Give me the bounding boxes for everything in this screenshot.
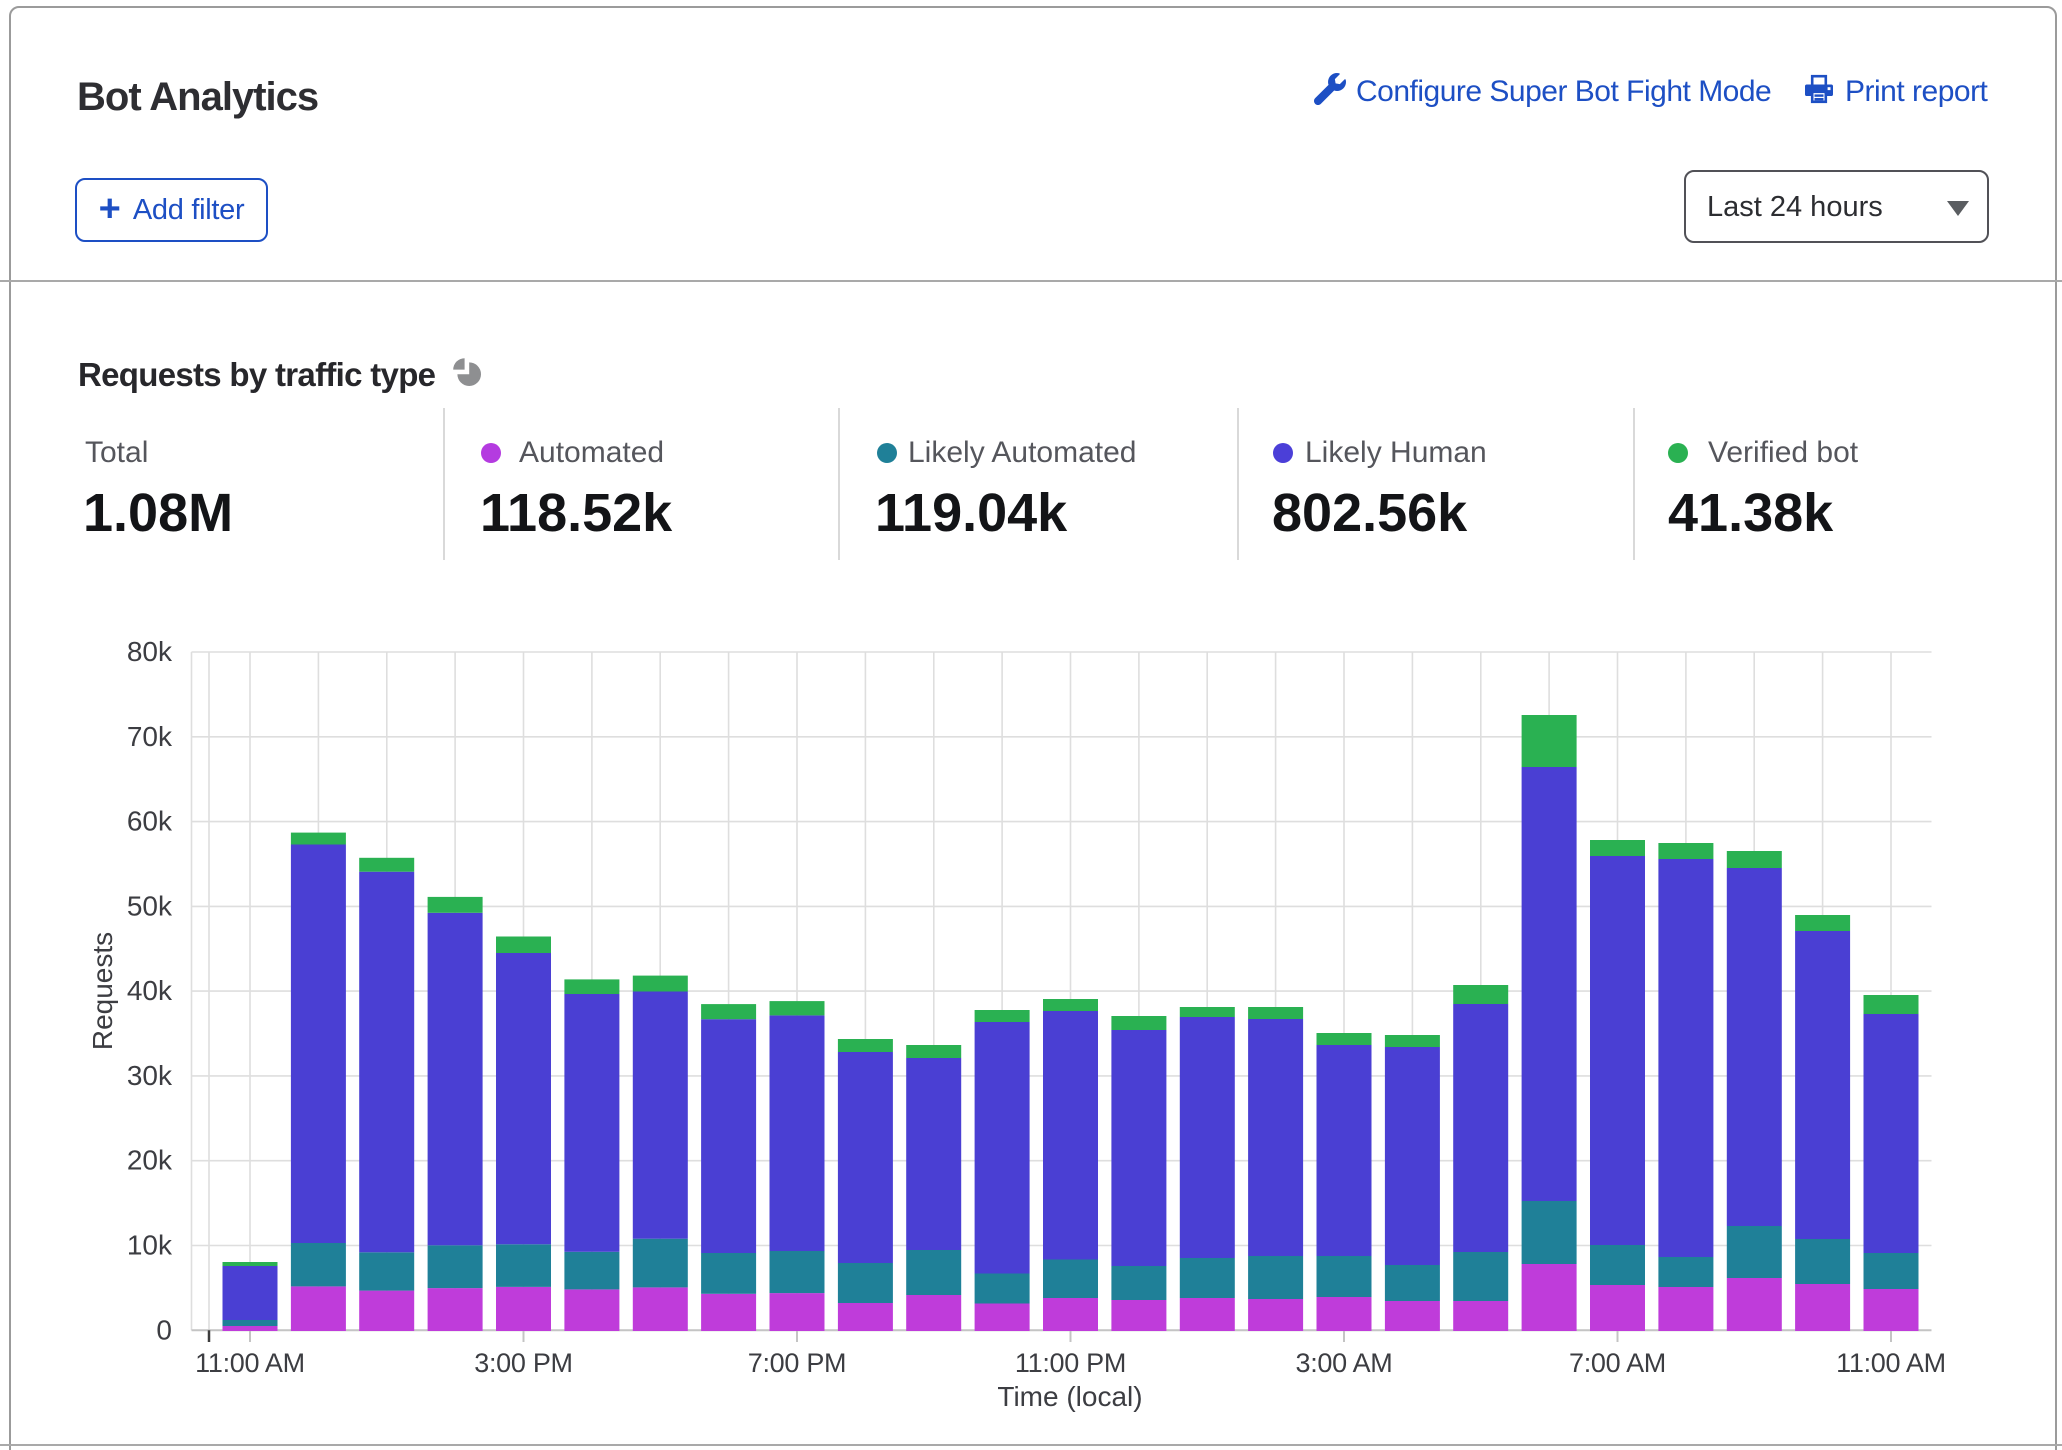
svg-text:11:00 AM: 11:00 AM xyxy=(195,1348,305,1378)
svg-text:Requests: Requests xyxy=(87,932,118,1050)
svg-text:7:00 AM: 7:00 AM xyxy=(1569,1348,1666,1378)
svg-text:11:00 AM: 11:00 AM xyxy=(1836,1348,1946,1378)
svg-text:40k: 40k xyxy=(127,975,173,1006)
svg-text:0: 0 xyxy=(156,1314,172,1345)
svg-text:11:00 PM: 11:00 PM xyxy=(1015,1348,1126,1378)
svg-text:10k: 10k xyxy=(127,1230,173,1261)
svg-text:30k: 30k xyxy=(127,1060,173,1091)
svg-text:80k: 80k xyxy=(127,636,173,667)
svg-text:Time (local): Time (local) xyxy=(997,1381,1142,1412)
svg-text:50k: 50k xyxy=(127,890,173,921)
svg-text:3:00 AM: 3:00 AM xyxy=(1296,1348,1393,1378)
svg-text:60k: 60k xyxy=(127,806,173,837)
svg-text:70k: 70k xyxy=(127,721,173,752)
svg-text:7:00 PM: 7:00 PM xyxy=(748,1348,846,1378)
svg-text:3:00 PM: 3:00 PM xyxy=(474,1348,572,1378)
svg-text:20k: 20k xyxy=(127,1145,173,1176)
